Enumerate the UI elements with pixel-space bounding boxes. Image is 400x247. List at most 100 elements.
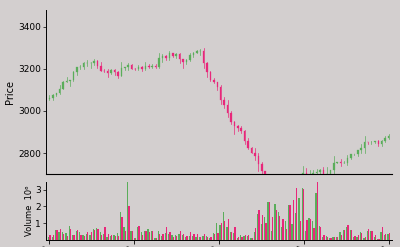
Bar	[199, 237, 200, 240]
Bar	[322, 237, 324, 240]
Bar	[173, 237, 174, 240]
Bar	[364, 142, 365, 148]
Bar	[357, 150, 358, 154]
Bar	[300, 221, 301, 240]
Bar	[315, 193, 317, 240]
Bar	[110, 70, 112, 73]
Bar	[202, 235, 204, 240]
Bar	[94, 230, 95, 240]
Bar	[230, 113, 232, 122]
Bar	[293, 200, 294, 240]
Bar	[361, 233, 362, 240]
Bar	[89, 235, 90, 240]
Bar	[336, 237, 337, 240]
Bar	[375, 235, 376, 240]
Bar	[135, 238, 136, 240]
Bar	[244, 131, 246, 141]
Bar	[224, 221, 226, 240]
Bar	[245, 235, 246, 240]
Bar	[141, 232, 142, 240]
Bar	[132, 231, 133, 240]
Bar	[360, 148, 362, 150]
Bar	[148, 228, 149, 240]
Bar	[305, 231, 306, 240]
Bar	[111, 235, 112, 240]
Bar	[285, 194, 286, 197]
Bar	[48, 237, 50, 240]
Bar	[200, 237, 202, 240]
Bar	[385, 234, 386, 240]
Bar	[210, 237, 212, 240]
Bar	[149, 232, 150, 240]
Bar	[76, 231, 77, 240]
Bar	[319, 226, 320, 240]
Bar	[358, 235, 359, 240]
Bar	[52, 237, 53, 240]
Bar	[137, 227, 138, 240]
Bar	[131, 65, 132, 69]
Bar	[312, 173, 314, 175]
Bar	[203, 51, 204, 63]
Bar	[188, 236, 190, 240]
Bar	[82, 235, 84, 240]
Bar	[59, 89, 60, 93]
Bar	[179, 54, 180, 59]
Bar	[289, 205, 290, 240]
Bar	[337, 237, 338, 240]
Bar	[192, 236, 193, 240]
Y-axis label: Price: Price	[5, 80, 15, 104]
Bar	[83, 63, 84, 67]
Bar	[77, 230, 78, 240]
Bar	[141, 67, 143, 69]
Bar	[165, 56, 167, 58]
Bar	[388, 136, 389, 138]
Bar	[209, 238, 210, 240]
Bar	[113, 235, 114, 240]
Bar	[69, 80, 71, 81]
Bar	[268, 182, 270, 192]
Bar	[303, 189, 304, 240]
Bar	[142, 235, 143, 240]
Bar	[296, 188, 297, 240]
Bar	[262, 215, 263, 240]
Y-axis label: Volume  10⁶: Volume 10⁶	[25, 185, 34, 236]
Bar	[384, 138, 386, 141]
Bar	[144, 66, 146, 69]
Bar	[161, 236, 162, 240]
Bar	[350, 230, 351, 240]
Bar	[56, 93, 57, 95]
Bar	[326, 174, 328, 175]
Bar	[100, 232, 101, 240]
Bar	[291, 224, 293, 240]
Bar	[330, 238, 332, 240]
Bar	[269, 202, 270, 240]
Bar	[363, 238, 364, 240]
Bar	[73, 72, 74, 80]
Bar	[255, 228, 256, 240]
Bar	[86, 234, 87, 240]
Bar	[323, 170, 324, 175]
Bar	[124, 227, 125, 240]
Bar	[360, 232, 361, 240]
Bar	[306, 220, 308, 240]
Bar	[56, 230, 58, 240]
Bar	[154, 238, 156, 240]
Bar	[50, 235, 51, 240]
Bar	[62, 82, 64, 89]
Bar	[145, 231, 147, 240]
Bar	[282, 197, 283, 203]
Bar	[377, 239, 378, 240]
Bar	[353, 237, 354, 240]
Bar	[128, 65, 129, 67]
Bar	[108, 234, 109, 240]
Bar	[80, 235, 82, 240]
Bar	[192, 53, 194, 55]
Bar	[125, 231, 126, 240]
Bar	[240, 128, 242, 131]
Bar	[134, 238, 135, 240]
Bar	[189, 55, 191, 60]
Bar	[236, 238, 238, 240]
Bar	[247, 141, 249, 148]
Bar	[162, 56, 163, 58]
Bar	[120, 68, 122, 76]
